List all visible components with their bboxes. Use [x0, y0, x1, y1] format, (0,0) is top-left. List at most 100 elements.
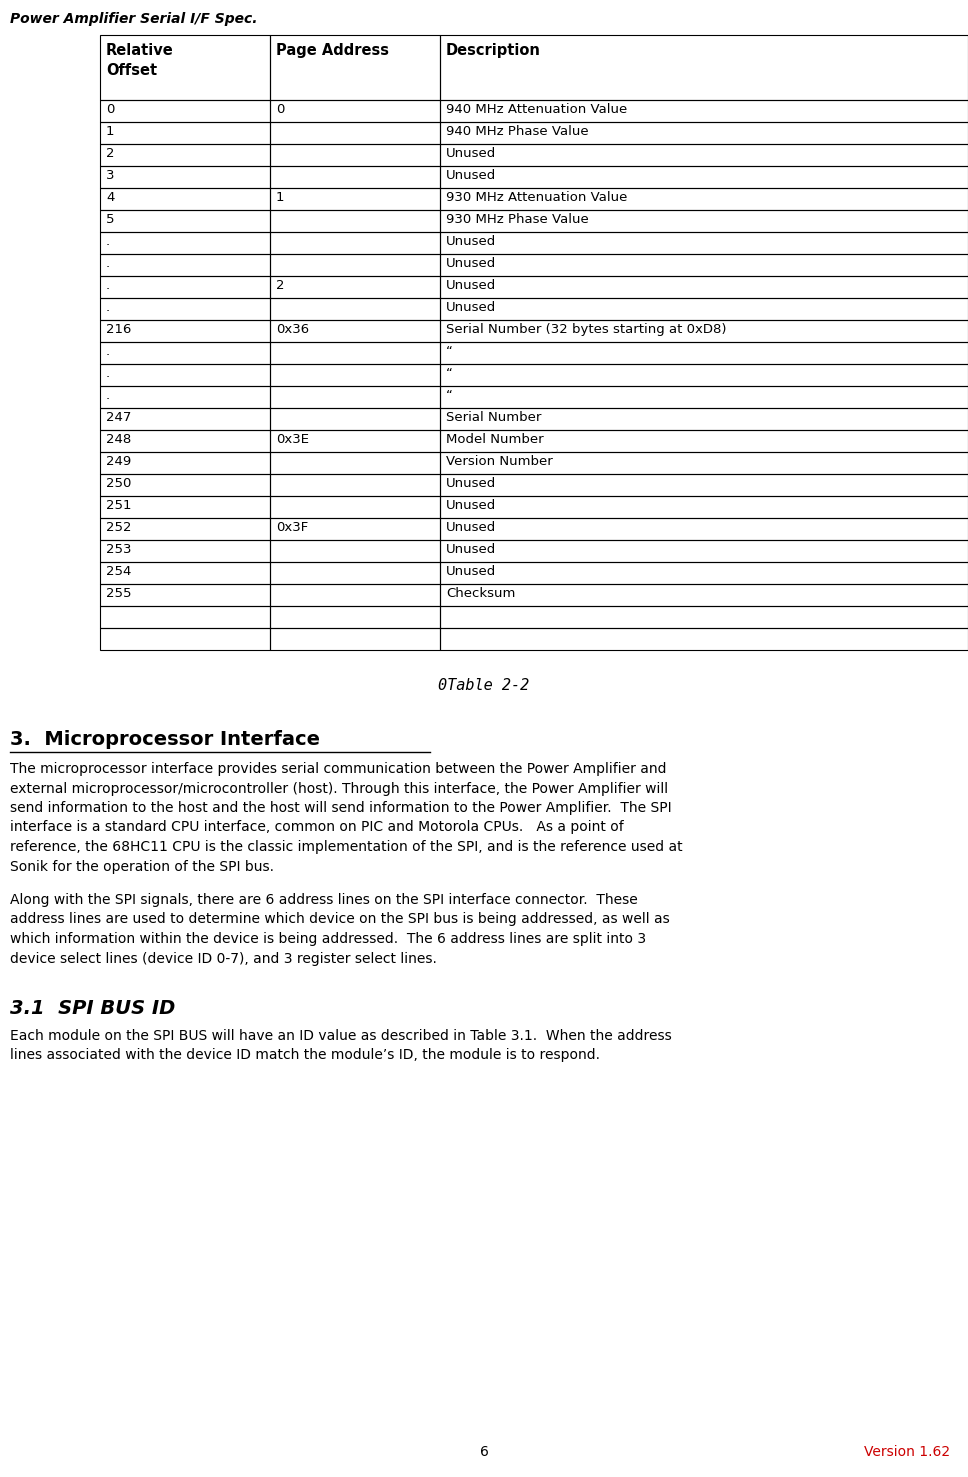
Text: .: . [106, 279, 110, 292]
Bar [270, 254, 440, 276]
Bar [270, 100, 440, 123]
Bar [270, 276, 440, 298]
Text: 3: 3 [106, 168, 114, 182]
Bar [440, 143, 968, 165]
Text: 2: 2 [276, 279, 285, 292]
Bar [270, 430, 440, 452]
Text: 930 MHz Attenuation Value: 930 MHz Attenuation Value [446, 191, 627, 204]
Bar [100, 563, 270, 583]
Text: 216: 216 [106, 323, 132, 335]
Bar [270, 496, 440, 518]
Bar [270, 165, 440, 188]
Bar [440, 254, 968, 276]
Bar [100, 408, 270, 430]
Text: The microprocessor interface provides serial communication between the Power Amp: The microprocessor interface provides se… [10, 762, 667, 775]
Text: Description: Description [446, 43, 541, 58]
Bar [100, 606, 270, 628]
Bar [100, 143, 270, 165]
Text: .: . [106, 257, 110, 270]
Bar [440, 408, 968, 430]
Text: 0x3F: 0x3F [276, 521, 308, 535]
Text: 5: 5 [106, 213, 114, 226]
Text: 251: 251 [106, 499, 132, 513]
Bar [440, 343, 968, 363]
Text: 250: 250 [106, 477, 132, 490]
Bar [270, 474, 440, 496]
Bar [270, 123, 440, 143]
Text: Page Address: Page Address [276, 43, 389, 58]
Bar [100, 343, 270, 363]
Bar [440, 430, 968, 452]
Text: 940 MHz Attenuation Value: 940 MHz Attenuation Value [446, 103, 627, 117]
Bar [270, 188, 440, 210]
Bar [270, 363, 440, 385]
Bar [100, 210, 270, 232]
Text: Unused: Unused [446, 235, 497, 248]
Bar [100, 583, 270, 606]
Text: 6: 6 [479, 1445, 489, 1459]
Bar [100, 165, 270, 188]
Bar [270, 628, 440, 650]
Bar [100, 298, 270, 321]
Bar [270, 606, 440, 628]
Bar [440, 123, 968, 143]
Bar [270, 452, 440, 474]
Text: Unused: Unused [446, 477, 497, 490]
Bar [440, 35, 968, 100]
Text: reference, the 68HC11 CPU is the classic implementation of the SPI, and is the r: reference, the 68HC11 CPU is the classic… [10, 840, 682, 854]
Text: Model Number: Model Number [446, 433, 544, 446]
Bar [440, 385, 968, 408]
Text: Unused: Unused [446, 566, 497, 578]
Bar [100, 496, 270, 518]
Text: 249: 249 [106, 455, 132, 468]
Text: Each module on the SPI BUS will have an ID value as described in Table 3.1.  Whe: Each module on the SPI BUS will have an … [10, 1029, 672, 1043]
Bar [100, 628, 270, 650]
Bar [270, 518, 440, 541]
Text: 248: 248 [106, 433, 132, 446]
Text: 247: 247 [106, 411, 132, 424]
Text: “: “ [446, 346, 453, 357]
Bar [100, 541, 270, 563]
Text: 0: 0 [106, 103, 114, 117]
Bar [100, 430, 270, 452]
Bar [440, 232, 968, 254]
Text: .: . [106, 346, 110, 357]
Bar [440, 363, 968, 385]
Text: 3.1  SPI BUS ID: 3.1 SPI BUS ID [10, 998, 175, 1018]
Text: 4: 4 [106, 191, 114, 204]
Text: 0Table 2-2: 0Table 2-2 [439, 678, 529, 693]
Bar [440, 165, 968, 188]
Text: address lines are used to determine which device on the SPI bus is being address: address lines are used to determine whic… [10, 913, 670, 926]
Text: Unused: Unused [446, 257, 497, 270]
Text: .: . [106, 366, 110, 380]
Bar [100, 452, 270, 474]
Bar [440, 496, 968, 518]
Bar [100, 518, 270, 541]
Bar [100, 100, 270, 123]
Text: Unused: Unused [446, 544, 497, 555]
Text: Unused: Unused [446, 279, 497, 292]
Text: “: “ [446, 388, 453, 402]
Bar [270, 385, 440, 408]
Text: .: . [106, 301, 110, 315]
Text: Unused: Unused [446, 521, 497, 535]
Text: send information to the host and the host will send information to the Power Amp: send information to the host and the hos… [10, 801, 672, 815]
Bar [440, 452, 968, 474]
Bar [270, 563, 440, 583]
Text: Relative: Relative [106, 43, 173, 58]
Text: 930 MHz Phase Value: 930 MHz Phase Value [446, 213, 589, 226]
Text: 0x36: 0x36 [276, 323, 309, 335]
Text: 1: 1 [106, 126, 114, 137]
Text: which information within the device is being addressed.  The 6 address lines are: which information within the device is b… [10, 932, 646, 945]
Bar [100, 232, 270, 254]
Text: Checksum: Checksum [446, 586, 515, 600]
Bar [100, 385, 270, 408]
Bar [270, 143, 440, 165]
Text: 3.  Microprocessor Interface: 3. Microprocessor Interface [10, 730, 320, 749]
Text: .: . [106, 235, 110, 248]
Bar [100, 474, 270, 496]
Text: 0x3E: 0x3E [276, 433, 309, 446]
Bar [100, 35, 270, 100]
Bar [270, 210, 440, 232]
Bar [100, 188, 270, 210]
